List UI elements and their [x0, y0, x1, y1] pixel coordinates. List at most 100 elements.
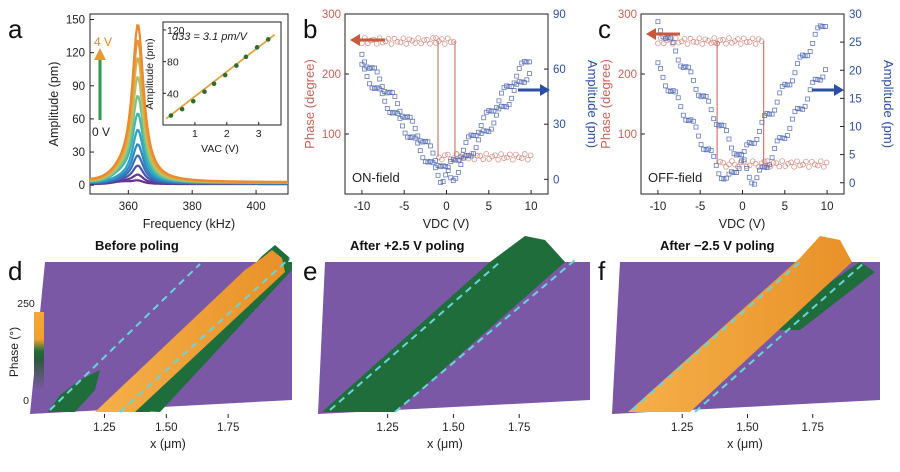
- amplitude-point: [741, 157, 747, 163]
- panel-label-b: b: [303, 14, 317, 44]
- amplitude-point: [367, 81, 372, 87]
- amplitude-point: [372, 86, 378, 91]
- phase-point: [755, 164, 762, 170]
- amplitude-point: [711, 153, 717, 159]
- amplitude-point: [675, 95, 681, 101]
- amplitude-point: [488, 108, 494, 114]
- amplitude-point: [708, 107, 714, 113]
- panel-a-ylabel: Amplitude (pm): [47, 62, 61, 147]
- phase-point: [397, 39, 404, 46]
- amplitude-point: [729, 169, 734, 175]
- ytick-left-label: 100: [618, 129, 637, 141]
- amplitude-point: [384, 90, 390, 96]
- phase-point: [800, 161, 806, 168]
- phase-point: [738, 41, 744, 47]
- amplitude-point: [769, 111, 775, 117]
- inset-ytick-label: 40: [167, 88, 179, 100]
- phase-point: [391, 35, 398, 42]
- map-xtick-label: 1.75: [802, 422, 824, 434]
- phase-arrow-head: [350, 34, 360, 46]
- ytick-left-label: 300: [322, 9, 341, 21]
- panel-c-ticks: -10 -5 0 5 10 100 200 300 0 5 10 15 20 25 30: [618, 9, 862, 213]
- phase-point: [492, 152, 498, 158]
- amplitude-point: [802, 53, 808, 59]
- xtick-label: 5: [782, 201, 788, 213]
- amplitude-point: [683, 117, 689, 123]
- colorbar-max: 250: [17, 298, 35, 310]
- amplitude-point: [680, 112, 686, 118]
- phase-point: [785, 160, 791, 167]
- phase-point: [385, 35, 392, 42]
- amplitude-point: [417, 148, 423, 154]
- map-e-title: After +2.5 V poling: [350, 238, 465, 253]
- ytick-right-label: 30: [553, 119, 566, 131]
- map-f-dash-right: [694, 261, 866, 413]
- amplitude-point: [395, 101, 400, 107]
- amplitude-point: [382, 98, 388, 104]
- amplitude-point: [810, 41, 816, 46]
- amplitude-point: [488, 126, 494, 132]
- a-ytick-label: 60: [72, 114, 85, 126]
- map-e-ticks: 1.25 1.50 1.75: [376, 414, 530, 434]
- map-e-xlabel: x (μm): [427, 437, 463, 451]
- phase-point: [510, 156, 516, 163]
- phase-point: [823, 159, 830, 166]
- amplitude-point: [435, 172, 441, 178]
- inset-point: [222, 72, 228, 78]
- amplitude-point: [445, 164, 451, 170]
- amplitude-point: [405, 134, 410, 140]
- amplitude-point: [473, 133, 479, 138]
- a-ytick-label: 120: [66, 48, 85, 60]
- panel-c-ylabel-left: Phase (degree): [598, 59, 613, 149]
- amplitude-point: [790, 78, 795, 84]
- phase-point: [761, 158, 768, 165]
- amplitude-point: [433, 158, 438, 164]
- amplitude-point: [509, 84, 515, 89]
- phase-point: [684, 41, 691, 47]
- map-xtick-label: 1.25: [671, 422, 693, 434]
- amplitude-arrow-head: [540, 84, 550, 96]
- inset-point: [179, 106, 185, 112]
- amplitude-point: [724, 175, 729, 181]
- amplitude-point: [698, 94, 704, 100]
- amplitude-point: [379, 84, 385, 89]
- amplitude-point: [377, 76, 383, 82]
- map-d-dash-left: [49, 263, 201, 411]
- inset-ytick-label: 120: [167, 25, 185, 37]
- phase-point: [504, 154, 510, 161]
- panel-f-map: After −2.5 V poling 1.25 1.50 1.75 x (μm): [612, 236, 880, 451]
- amplitude-point: [754, 137, 760, 142]
- amplitude-point: [767, 162, 772, 168]
- amplitude-point: [767, 111, 772, 117]
- ytick-right-label: 25: [849, 37, 862, 49]
- xtick-label: -10: [354, 201, 371, 213]
- map-d-dash-right: [119, 257, 291, 413]
- amplitude-point: [718, 122, 724, 128]
- amplitude-point: [792, 109, 798, 115]
- amplitude-point: [448, 175, 454, 181]
- xtick-label: -10: [650, 201, 667, 213]
- amplitude-point: [673, 48, 679, 54]
- amplitude-point: [670, 40, 676, 46]
- amplitude-point: [511, 80, 517, 86]
- inset-ytick-label: 80: [167, 57, 179, 69]
- phase-point: [406, 36, 413, 43]
- a-ytick-label: 90: [72, 81, 85, 93]
- map-e-green-stripe: [322, 236, 565, 412]
- amplitude-point: [764, 165, 770, 171]
- amplitude-point: [511, 88, 517, 93]
- phase-point: [817, 158, 824, 164]
- amplitude-point: [772, 107, 778, 113]
- phase-point: [746, 39, 753, 45]
- amplitude-point: [514, 81, 520, 87]
- amplitude-point: [670, 88, 676, 94]
- amplitude-point: [655, 19, 661, 25]
- amplitude-point: [387, 89, 393, 95]
- amplitude-point: [703, 147, 709, 153]
- amplitude-point: [435, 163, 441, 168]
- amplitude-point: [440, 179, 446, 184]
- phase-point: [675, 39, 682, 46]
- amplitude-point: [784, 133, 790, 138]
- amplitude-point: [820, 24, 826, 30]
- phase-point: [655, 40, 661, 47]
